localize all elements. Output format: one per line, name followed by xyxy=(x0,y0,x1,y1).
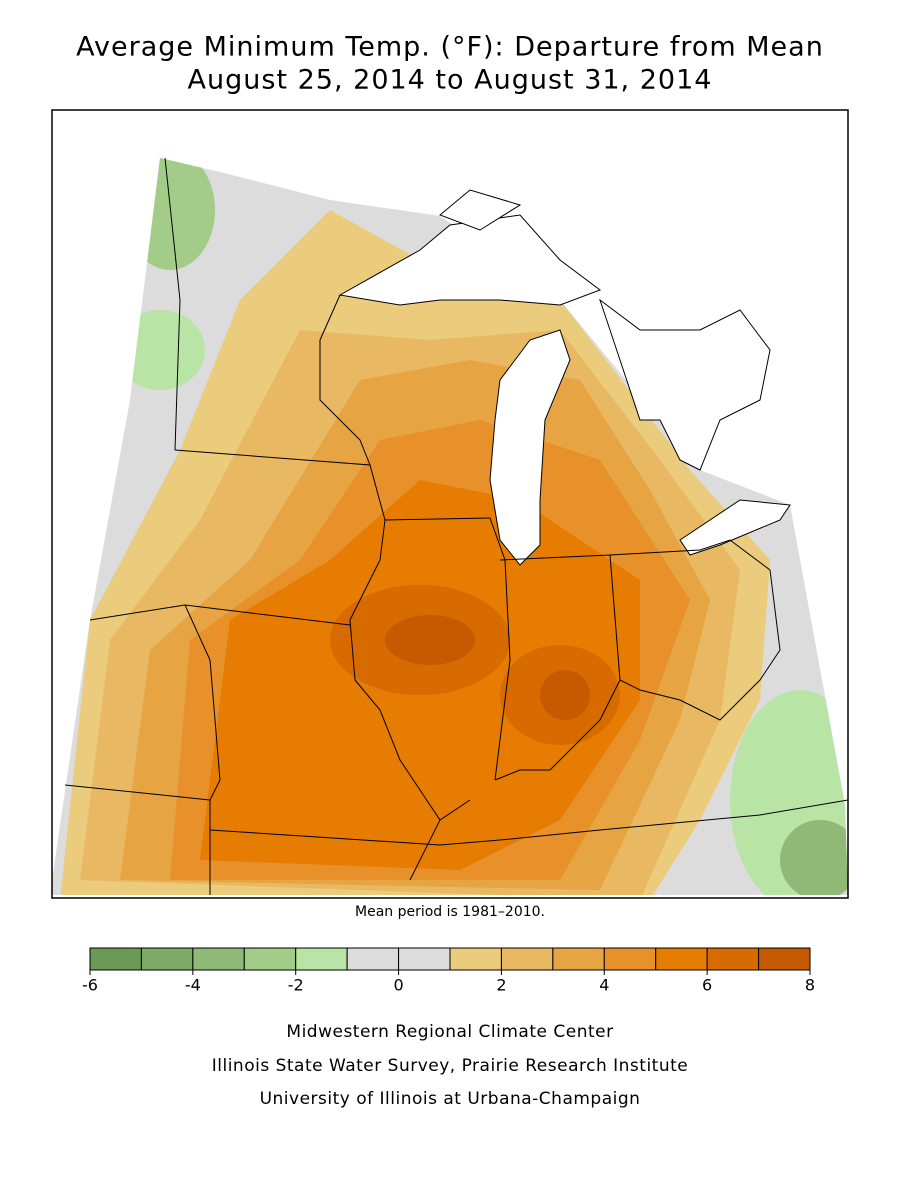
legend-tick-label: 2 xyxy=(496,976,506,995)
map-frame xyxy=(51,109,849,899)
legend-swatch xyxy=(500,947,554,971)
credit-line: University of Illinois at Urbana-Champai… xyxy=(260,1089,641,1109)
title-line: August 25, 2014 to August 31, 2014 xyxy=(188,65,713,96)
legend-tick-label: 0 xyxy=(393,976,403,995)
legend-swatch xyxy=(706,947,760,971)
mean-period-note: Mean period is 1981–2010. xyxy=(355,904,545,920)
legend-tick-label: -4 xyxy=(185,976,201,995)
credit-line: Midwestern Regional Climate Center xyxy=(286,1022,613,1042)
legend-tick-label: -2 xyxy=(288,976,304,995)
legend-swatch xyxy=(603,947,657,971)
title-line: Average Minimum Temp. (°F): Departure fr… xyxy=(76,32,824,63)
legend-swatch xyxy=(89,947,142,971)
credit-line: Illinois State Water Survey, Prairie Res… xyxy=(212,1056,688,1076)
legend: -6 -4 -2 0 2 4 6 8 xyxy=(82,947,815,995)
legend-swatch xyxy=(243,947,297,971)
legend-swatch xyxy=(758,947,811,971)
legend-tick-label: 8 xyxy=(805,976,815,995)
legend-swatch xyxy=(192,947,245,971)
legend-swatch xyxy=(140,947,194,971)
legend-swatch xyxy=(552,947,605,971)
legend-tick-label: 6 xyxy=(702,976,712,995)
legend-swatch xyxy=(346,947,400,971)
legend-swatch xyxy=(398,947,451,971)
legend-swatch xyxy=(449,947,502,971)
legend-tick-label: 4 xyxy=(599,976,609,995)
lakes xyxy=(338,189,791,566)
legend-tick-label: -6 xyxy=(82,976,98,995)
state-borders xyxy=(64,157,849,895)
legend-swatch xyxy=(655,947,708,971)
legend-swatch xyxy=(295,947,348,971)
